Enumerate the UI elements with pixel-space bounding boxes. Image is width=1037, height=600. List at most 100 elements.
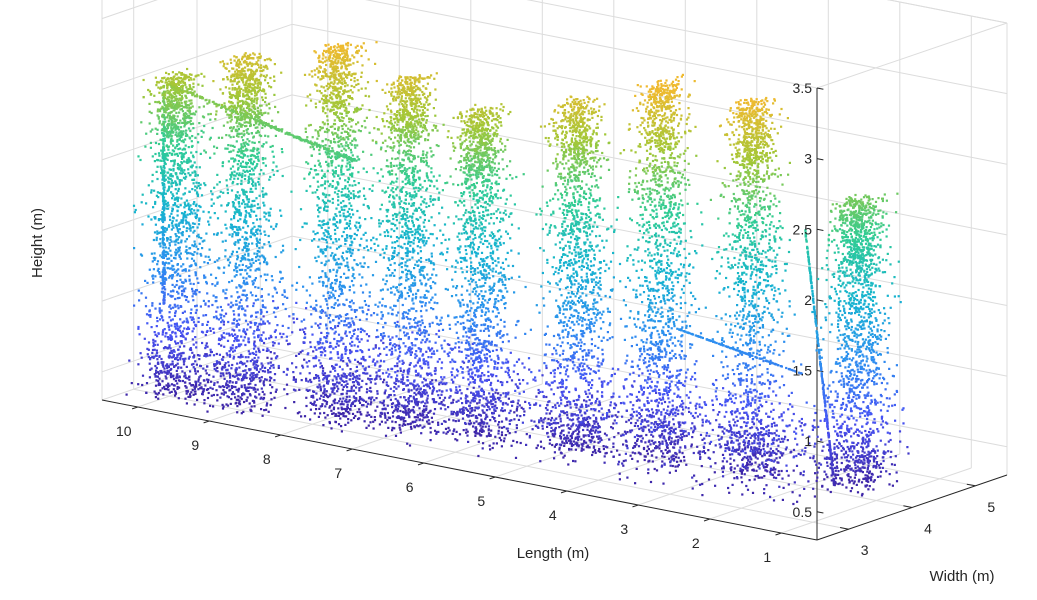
data-point xyxy=(853,391,855,393)
data-point xyxy=(729,463,731,465)
data-point xyxy=(754,383,756,385)
data-point xyxy=(774,257,776,259)
data-point xyxy=(677,388,679,390)
data-point xyxy=(869,237,871,239)
data-point xyxy=(664,302,666,304)
data-point xyxy=(767,284,769,286)
data-point xyxy=(762,150,764,152)
data-point xyxy=(807,251,809,253)
data-point xyxy=(582,365,584,367)
data-point xyxy=(884,271,886,273)
data-point xyxy=(822,446,824,448)
data-point xyxy=(758,258,760,260)
data-point xyxy=(756,418,758,420)
x-tick xyxy=(275,435,281,437)
data-point xyxy=(596,301,598,303)
data-point xyxy=(874,296,876,298)
data-point xyxy=(679,254,681,256)
data-point xyxy=(757,458,759,460)
data-point xyxy=(737,175,739,177)
data-point xyxy=(744,305,746,307)
data-point xyxy=(762,250,764,252)
data-point xyxy=(822,385,824,387)
data-point xyxy=(789,162,791,164)
data-point xyxy=(672,418,674,420)
data-point xyxy=(861,218,863,220)
data-point xyxy=(846,319,848,321)
data-point xyxy=(743,193,745,195)
data-point xyxy=(875,403,877,405)
data-point xyxy=(870,402,872,404)
data-point xyxy=(818,345,820,347)
data-point xyxy=(675,271,677,273)
data-point xyxy=(776,268,778,270)
data-point xyxy=(737,208,739,210)
data-point xyxy=(830,211,832,213)
data-point xyxy=(611,396,613,398)
data-point xyxy=(857,394,859,396)
data-point xyxy=(639,399,641,401)
data-point xyxy=(882,456,884,458)
data-point xyxy=(869,413,871,415)
data-point xyxy=(695,405,697,407)
data-point xyxy=(762,179,764,181)
data-point xyxy=(836,293,838,295)
data-point xyxy=(748,155,750,157)
data-point xyxy=(848,397,850,399)
data-point xyxy=(877,257,879,259)
data-point xyxy=(877,450,879,452)
data-point xyxy=(874,334,876,336)
data-point xyxy=(814,315,816,317)
data-point xyxy=(559,386,561,388)
data-point xyxy=(725,277,727,279)
data-point xyxy=(780,174,782,176)
data-point xyxy=(746,247,748,249)
data-point xyxy=(840,319,842,321)
data-point xyxy=(596,226,598,228)
data-point xyxy=(857,429,859,431)
data-point xyxy=(680,430,682,432)
data-point xyxy=(779,293,781,295)
data-point xyxy=(759,123,761,125)
data-point xyxy=(753,447,755,449)
data-point xyxy=(759,126,761,128)
data-point xyxy=(733,424,735,426)
data-point xyxy=(860,333,862,335)
data-point xyxy=(840,215,842,217)
data-point xyxy=(819,361,821,363)
data-point xyxy=(769,275,771,277)
data-point xyxy=(774,261,776,263)
data-point xyxy=(842,237,844,239)
data-point xyxy=(663,368,665,370)
data-point xyxy=(688,407,690,409)
data-point xyxy=(891,405,893,407)
data-point xyxy=(677,212,679,214)
data-point xyxy=(864,312,866,314)
data-point xyxy=(883,460,885,462)
data-point xyxy=(753,111,755,113)
data-point xyxy=(775,363,777,365)
data-point xyxy=(760,100,762,102)
data-point xyxy=(751,399,753,401)
data-point xyxy=(674,144,676,146)
data-point xyxy=(778,354,780,356)
data-point xyxy=(861,328,863,330)
data-point xyxy=(871,358,873,360)
data-point xyxy=(511,379,513,381)
data-point xyxy=(760,261,762,263)
data-point xyxy=(851,264,853,266)
data-point xyxy=(632,372,634,374)
data-point xyxy=(672,185,674,187)
data-point xyxy=(753,122,755,124)
data-point xyxy=(631,361,633,363)
data-point xyxy=(597,115,599,117)
data-point xyxy=(736,185,738,187)
data-point xyxy=(743,151,745,153)
data-point xyxy=(673,443,675,445)
data-point xyxy=(742,417,744,419)
data-point xyxy=(875,264,877,266)
data-point xyxy=(860,261,862,263)
data-point xyxy=(848,428,850,430)
data-point xyxy=(747,415,749,417)
data-point xyxy=(754,462,756,464)
